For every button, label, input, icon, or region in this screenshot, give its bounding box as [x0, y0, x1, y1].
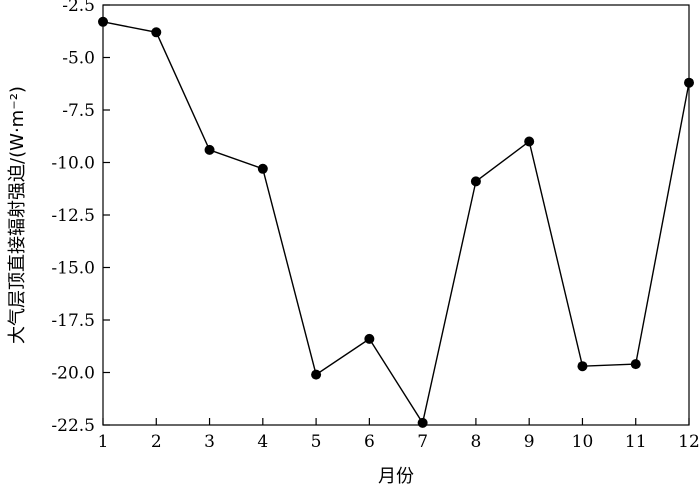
x-tick-label: 4	[257, 432, 268, 452]
data-point	[630, 359, 641, 370]
x-tick-label: 1	[98, 432, 109, 452]
x-tick-label: 12	[678, 432, 700, 452]
data-point	[417, 417, 428, 428]
y-axis: -2.5 -5.0 -7.5 -10.0 -12.5 -15.0 -17.5 -20.0 -22…	[51, 0, 110, 436]
y-tick-label: -17.5	[51, 311, 95, 331]
x-tick-label: 9	[524, 432, 535, 452]
x-tick-label: 7	[417, 432, 428, 452]
y-tick-label: -22.5	[51, 416, 95, 436]
y-tick-label: -20.0	[51, 364, 95, 384]
y-tick-label: -5.0	[62, 49, 95, 69]
data-point	[257, 163, 268, 174]
data-point	[684, 77, 694, 88]
x-axis-title: 月份	[378, 466, 414, 487]
x-tick-label: 10	[572, 432, 594, 452]
x-tick-label: 11	[625, 432, 647, 452]
y-axis-title: 大气层顶直接辐射强迫/(W·m⁻²)	[7, 86, 28, 344]
x-tick-label: 8	[470, 432, 481, 452]
plot-frame	[102, 4, 690, 426]
y-tick-label: -12.5	[51, 206, 95, 226]
y-tick-label: -15.0	[51, 259, 95, 279]
y-tick-label: -7.5	[62, 101, 95, 121]
series-points	[98, 16, 694, 428]
data-point	[98, 16, 108, 27]
x-axis: 1 2 3 4 5 6 7 8 9 10 11 12	[98, 418, 700, 452]
data-point	[204, 144, 215, 155]
x-tick-label: 5	[311, 432, 322, 452]
data-point	[470, 176, 481, 187]
series-line	[102, 21, 690, 425]
x-tick-label: 6	[364, 432, 375, 452]
y-tick-label: -2.5	[62, 0, 95, 16]
data-point	[524, 136, 535, 147]
data-point	[151, 27, 162, 38]
data-point	[311, 369, 322, 380]
data-point	[364, 333, 375, 344]
data-point	[577, 361, 588, 372]
x-tick-label: 3	[204, 432, 215, 452]
y-tick-label: -10.0	[51, 154, 95, 174]
x-tick-label: 2	[151, 432, 162, 452]
